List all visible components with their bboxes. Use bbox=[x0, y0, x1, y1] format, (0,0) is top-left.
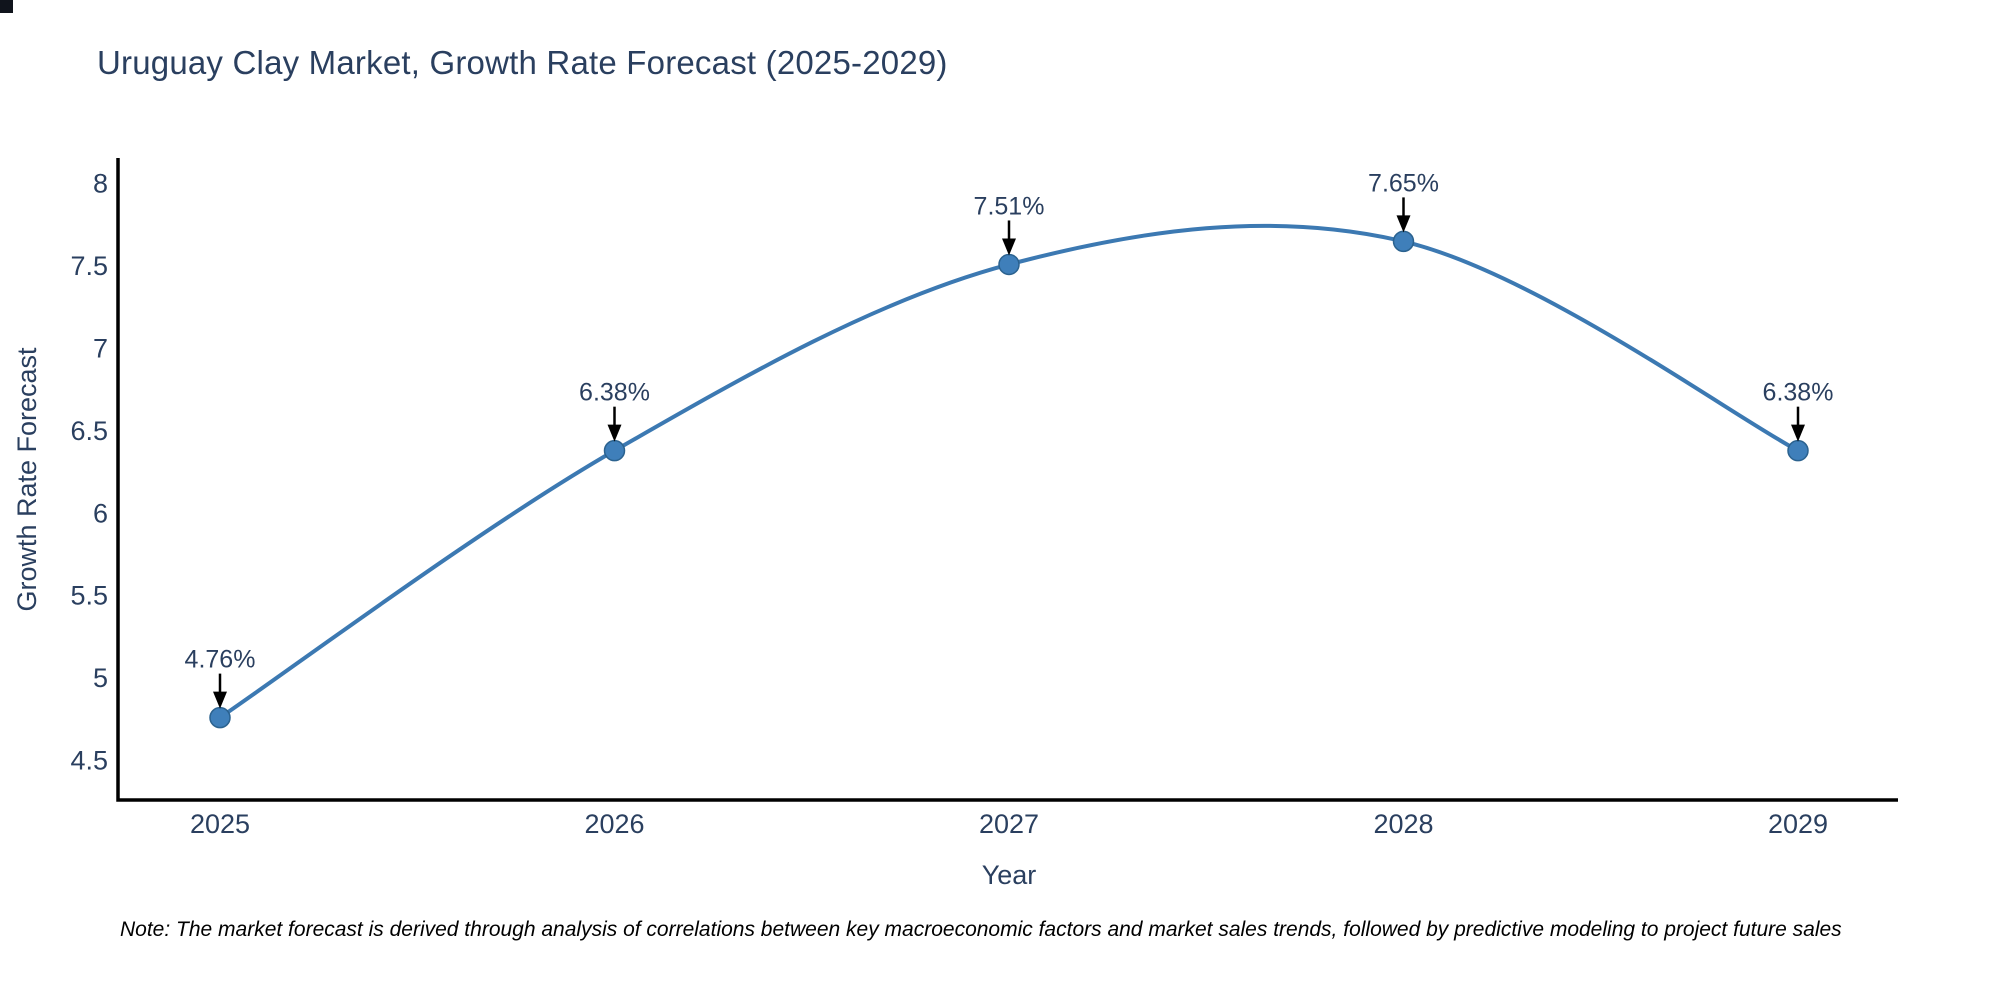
y-tick-label: 5.5 bbox=[70, 581, 108, 611]
data-point-marker bbox=[603, 439, 626, 462]
annotation-label: 7.65% bbox=[1368, 169, 1439, 197]
annotation-label: 4.76% bbox=[185, 646, 256, 674]
y-tick-label: 8 bbox=[93, 169, 108, 199]
annotation-label: 7.51% bbox=[974, 192, 1045, 220]
corner-artifact bbox=[0, 0, 13, 13]
x-axis-title: Year bbox=[982, 860, 1037, 890]
y-axis-title: Growth Rate Forecast bbox=[12, 347, 42, 612]
y-tick-label: 7.5 bbox=[70, 251, 108, 281]
y-tick-label: 7 bbox=[93, 333, 108, 363]
spline-line bbox=[218, 223, 1800, 720]
annotation-arrowhead bbox=[1002, 238, 1016, 256]
axis-lines bbox=[116, 158, 1898, 802]
x-tick-label: 2027 bbox=[979, 809, 1039, 839]
data-point-marker bbox=[1392, 230, 1415, 253]
x-tick-label: 2025 bbox=[190, 809, 250, 839]
y-tick-label: 6.5 bbox=[70, 416, 108, 446]
chart-title: Uruguay Clay Market, Growth Rate Forecas… bbox=[97, 44, 948, 81]
annotation-arrowhead bbox=[213, 691, 227, 709]
annotation-arrowhead bbox=[1396, 215, 1411, 233]
annotation-arrowhead bbox=[1791, 424, 1805, 442]
footnote: Note: The market forecast is derived thr… bbox=[120, 918, 1842, 941]
y-tick-label: 6 bbox=[93, 498, 108, 528]
data-point-marker bbox=[209, 706, 231, 729]
data-point-marker bbox=[1787, 439, 1809, 462]
x-tick-label: 2028 bbox=[1373, 809, 1433, 839]
annotation-label: 6.38% bbox=[579, 379, 650, 407]
data-point-marker bbox=[998, 253, 1020, 276]
annotation-label: 6.38% bbox=[1763, 379, 1834, 407]
y-tick-label: 4.5 bbox=[70, 745, 108, 775]
x-tick-label: 2029 bbox=[1768, 809, 1828, 839]
y-tick-label: 5 bbox=[93, 663, 108, 693]
annotation-arrowhead bbox=[607, 424, 622, 442]
x-tick-label: 2026 bbox=[584, 809, 644, 839]
